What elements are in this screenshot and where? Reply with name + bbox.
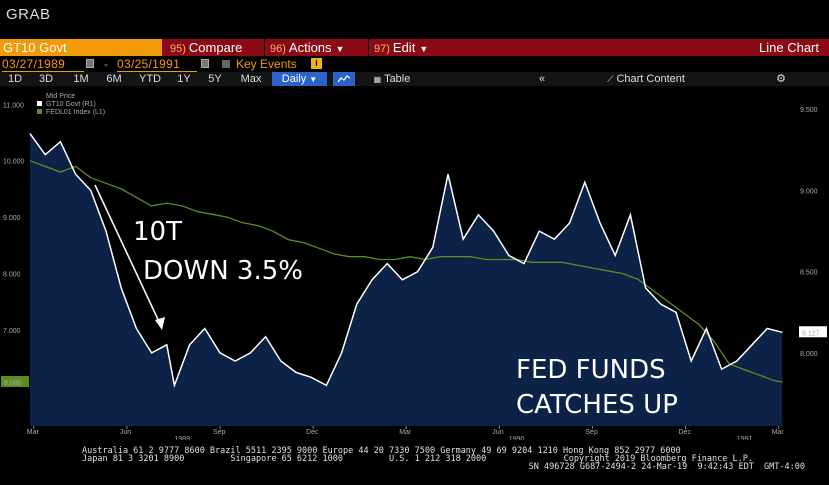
chart-content-icon: ⟋ bbox=[607, 74, 614, 84]
actions-label: Actions bbox=[288, 40, 332, 55]
chevron-down-icon: ▼ bbox=[309, 75, 318, 84]
menu-divider bbox=[368, 39, 369, 56]
calendar-icon[interactable] bbox=[201, 59, 209, 68]
actions-menu[interactable]: 96) Actions ▼ bbox=[270, 39, 344, 56]
table-icon: ▦ bbox=[373, 75, 382, 84]
legend-gt10: GT10 Govt (R1) bbox=[46, 101, 96, 108]
start-date-field[interactable]: 03/27/1989 bbox=[2, 57, 84, 72]
left-tick-label: 10.000 bbox=[3, 159, 25, 166]
table-label: Table bbox=[384, 73, 411, 85]
key-events-checkbox[interactable] bbox=[222, 60, 230, 68]
footer-contacts-1: Australia 61 2 9777 8600 Brazil 5511 239… bbox=[82, 446, 681, 456]
right-last-value: 8.127 bbox=[802, 330, 820, 337]
actions-number: 96) bbox=[270, 43, 286, 55]
chart-content-label: Chart Content bbox=[616, 73, 685, 85]
annotation-arrow bbox=[94, 184, 163, 329]
footer-contacts-2: Japan 81 3 3201 8900 Singapore 65 6212 1… bbox=[82, 454, 487, 464]
edit-number: 97) bbox=[374, 43, 390, 55]
left-last-value-badge bbox=[1, 375, 29, 387]
ticker-field[interactable]: GT10 Govt bbox=[0, 39, 162, 56]
x-year-label: 1989 bbox=[174, 436, 190, 440]
table-tab[interactable]: ▦ Table bbox=[370, 72, 414, 86]
frequency-dropdown[interactable]: Daily ▼ bbox=[272, 72, 327, 86]
x-tick-label: Dec bbox=[679, 429, 692, 436]
right-tick-label: 9.000 bbox=[800, 188, 818, 195]
x-axis: Mar Jun Sep Dec Mar Jun Sep Dec Mar 1989 1990 1991 bbox=[27, 426, 785, 443]
left-tick-label: 8.000 bbox=[3, 272, 21, 279]
tab-max[interactable]: Max bbox=[240, 73, 262, 85]
chart-content-button[interactable]: ⟋ Chart Content bbox=[596, 72, 696, 86]
right-tick-label: 8.500 bbox=[800, 270, 818, 277]
dropdown-arrow-icon: ▼ bbox=[419, 44, 429, 54]
legend-title: Mid Price bbox=[46, 93, 75, 100]
right-axis: 9.500 9.000 8.500 8.127 8.000 bbox=[799, 107, 827, 358]
info-icon[interactable]: i bbox=[311, 58, 322, 69]
tab-5y[interactable]: 5Y bbox=[208, 73, 222, 85]
date-dash: - bbox=[104, 57, 108, 71]
x-tick-label: Mar bbox=[772, 429, 785, 436]
compare-label: Compare bbox=[188, 40, 243, 55]
left-axis: 11.000 10.000 9.000 8.000 7.000 6.080 bbox=[1, 102, 29, 387]
left-tick-label: 7.000 bbox=[3, 328, 21, 335]
right-tick-label: 8.000 bbox=[800, 351, 818, 358]
gt10-line bbox=[29, 133, 783, 389]
collapse-icon[interactable]: « bbox=[538, 73, 546, 85]
x-year-label: 1991 bbox=[737, 436, 753, 440]
tab-6m[interactable]: 6M bbox=[106, 73, 122, 85]
tab-1m[interactable]: 1M bbox=[73, 73, 89, 85]
x-tick-label: Sep bbox=[213, 429, 226, 436]
tab-1d[interactable]: 1D bbox=[7, 73, 23, 85]
gt10-area bbox=[30, 133, 783, 426]
left-last-value: 6.080 bbox=[4, 380, 22, 387]
menu-bar: GT10 Govt 95) Compare 96) Actions ▼ 97) Edit… bbox=[0, 39, 829, 56]
annotation-fed-funds: FED FUNDS bbox=[516, 355, 666, 385]
annotation-catches-up: CATCHES UP bbox=[516, 390, 678, 420]
key-events-label: Key Events bbox=[236, 57, 297, 71]
arrowhead-icon bbox=[155, 317, 165, 330]
chart-type-label[interactable]: Line Chart bbox=[759, 40, 819, 55]
fedl01-line bbox=[29, 160, 783, 383]
legend-fedl01: FEDL01 Index (L1) bbox=[46, 109, 105, 116]
x-tick-label: Jun bbox=[120, 429, 131, 436]
date-range-row: 03/27/1989 - 03/25/1991 Key Events i bbox=[0, 57, 829, 72]
x-tick-label: Sep bbox=[585, 429, 598, 436]
edit-label: Edit bbox=[392, 40, 416, 55]
left-tick-label: 9.000 bbox=[3, 215, 21, 222]
left-tick-label: 11.000 bbox=[3, 102, 24, 109]
x-tick-label: Mar bbox=[27, 429, 40, 436]
frequency-label: Daily bbox=[281, 73, 307, 85]
compare-number: 95) bbox=[170, 43, 186, 55]
right-last-value-badge bbox=[799, 326, 827, 338]
end-date-field[interactable]: 03/25/1991 bbox=[117, 57, 197, 72]
annotation-down: DOWN 3.5% bbox=[143, 256, 303, 286]
footer-copyright: Copyright 2019 Bloomberg Finance L.P. bbox=[563, 454, 753, 464]
x-tick-label: Jun bbox=[492, 429, 503, 436]
compare-menu[interactable]: 95) Compare bbox=[170, 39, 242, 56]
x-tick-label: Dec bbox=[306, 429, 319, 436]
gear-icon[interactable]: ⚙ bbox=[776, 73, 786, 85]
window-title: GRAB bbox=[6, 6, 51, 23]
edit-menu[interactable]: 97) Edit ▼ bbox=[374, 39, 428, 56]
menu-divider bbox=[264, 39, 265, 56]
line-chart-icon[interactable] bbox=[333, 72, 355, 86]
chart: 11.000 10.000 9.000 8.000 7.000 6.080 9.500 9.… bbox=[0, 88, 829, 443]
period-tabs: 1D 3D 1M 6M YTD 1Y 5Y Max Daily ▼ ▦ Tabl… bbox=[0, 72, 829, 86]
annotation-10t: 10T bbox=[133, 217, 182, 247]
dropdown-arrow-icon: ▼ bbox=[335, 44, 345, 54]
footer-timestamp: SN 496728 G687-2494-2 24-Mar-19 9:42:43 … bbox=[528, 462, 805, 472]
x-year-label: 1990 bbox=[509, 436, 525, 440]
footer: Australia 61 2 9777 8600 Brazil 5511 239… bbox=[0, 441, 829, 485]
calendar-icon[interactable] bbox=[86, 59, 94, 68]
x-tick-label: Mar bbox=[399, 429, 412, 436]
tab-ytd[interactable]: YTD bbox=[139, 73, 161, 85]
legend-swatch-gt10 bbox=[37, 101, 42, 106]
right-tick-label: 9.500 bbox=[800, 107, 818, 114]
tab-1y[interactable]: 1Y bbox=[177, 73, 191, 85]
tab-3d[interactable]: 3D bbox=[38, 73, 54, 85]
legend-swatch-fedl01 bbox=[37, 109, 42, 114]
